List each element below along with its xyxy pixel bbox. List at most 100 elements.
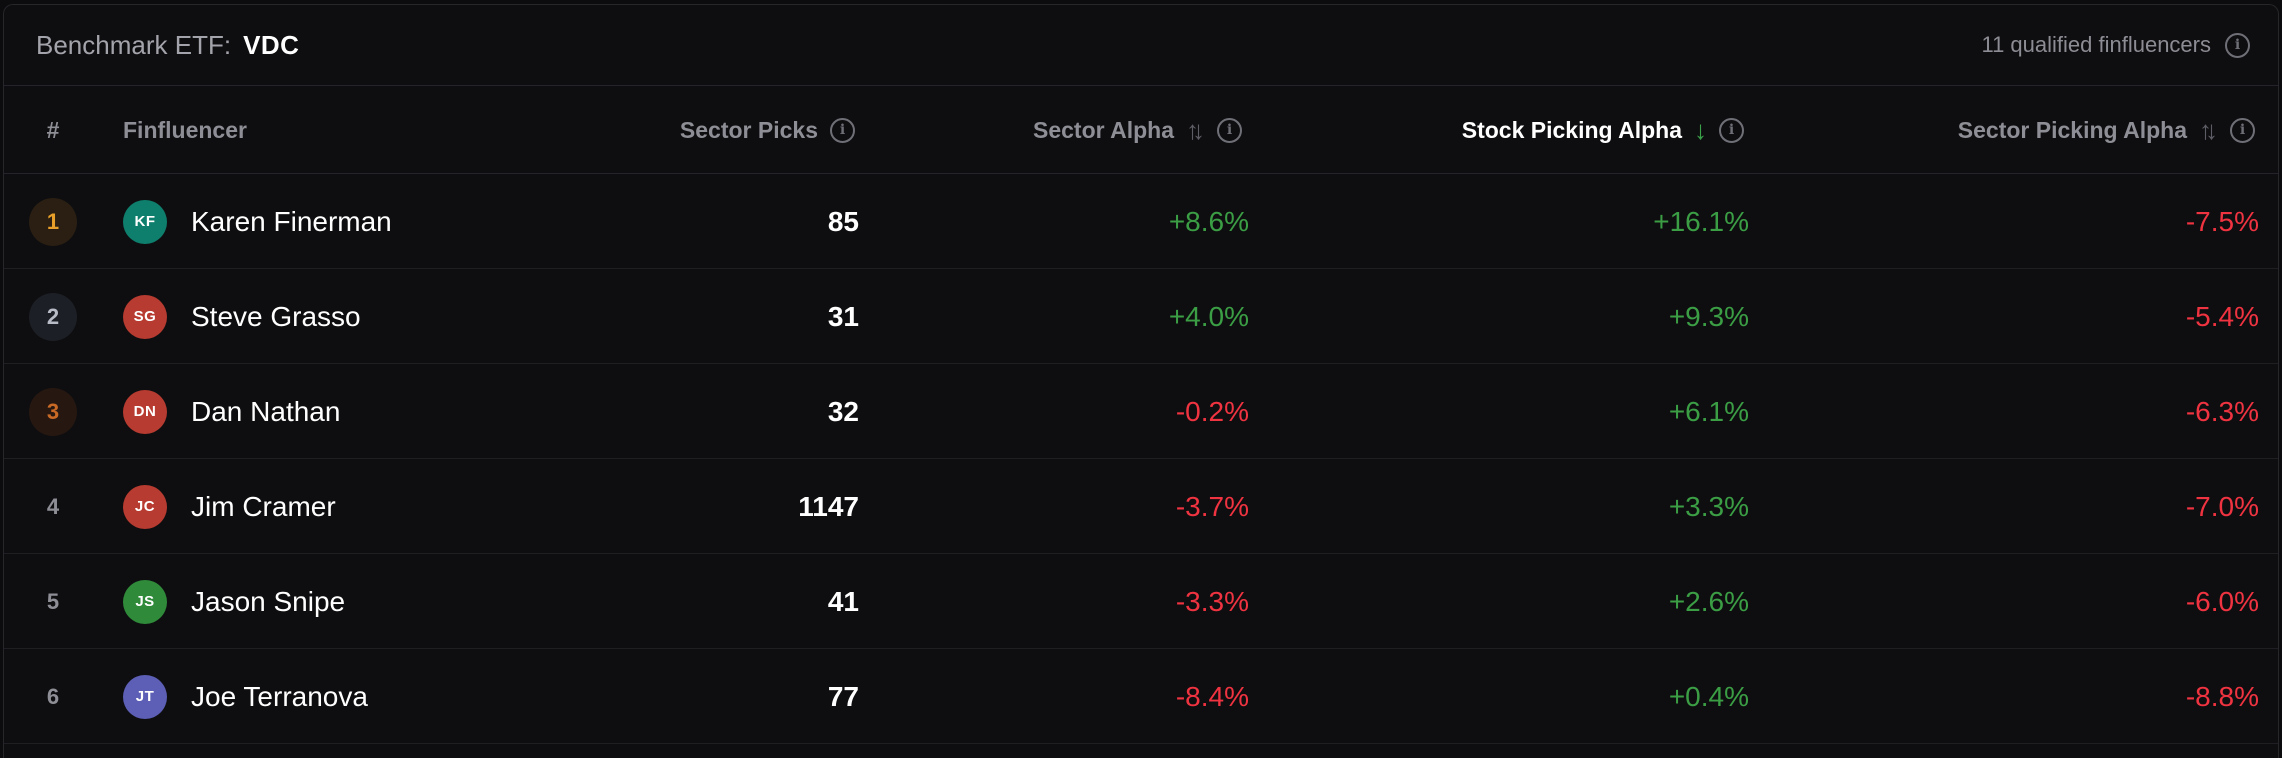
finfluencer-cell[interactable]: JT Joe Terranova [123,649,368,744]
finfluencer-header: Finfluencer [123,86,247,174]
table-row[interactable]: 1 KF Karen Finerman 85 +8.6% +16.1% -7.5… [4,174,2278,269]
stock-picking-alpha-value: +9.3% [1668,300,1749,332]
stock-picking-alpha-value: +0.4% [1668,680,1749,712]
sector-picks-value: 85 [827,205,859,237]
table-row[interactable]: 4 JC Jim Cramer 1147 -3.7% +3.3% -7.0% [4,459,2278,554]
finfluencer-cell[interactable]: JS Jason Snipe [123,554,345,649]
info-icon[interactable]: i [2225,32,2250,58]
info-icon[interactable]: i [1217,117,1242,143]
sector-alpha-value: +8.6% [1168,205,1249,237]
benchmark-value: VDC [243,29,300,60]
table-row[interactable]: 2 SG Steve Grasso 31 +4.0% +9.3% -5.4% [4,269,2278,364]
qualified-count: 11 qualified finfluencers i [1981,32,2250,58]
info-icon[interactable]: i [2230,117,2255,143]
stock-picking-alpha-value: +6.1% [1668,395,1749,427]
avatar: JT [123,674,167,719]
avatar-initials: KF [134,213,156,230]
sector-alpha-cell: +4.0% [904,269,1249,364]
rank-cell: 5 [28,554,78,649]
rank-badge: 6 [29,673,77,721]
stock-picking-alpha-cell: +6.1% [1304,364,1749,459]
table-header: # Finfluencer Sector Picks i Sector Alph… [4,86,2278,174]
sector-alpha-cell: -3.7% [904,459,1249,554]
sector-alpha-value: -8.4% [1175,680,1249,712]
sector-picking-alpha-cell: -6.3% [1804,364,2259,459]
finfluencer-name[interactable]: Joe Terranova [191,680,368,712]
table-body: 1 KF Karen Finerman 85 +8.6% +16.1% -7.5… [4,174,2278,744]
stock-picking-alpha-value: +3.3% [1668,490,1749,522]
rank-number: 1 [46,208,60,234]
avatar-initials: JC [134,498,156,515]
sector-alpha-value: -0.2% [1175,395,1249,427]
stock-picking-alpha-cell: +16.1% [1304,174,1749,269]
stock-picking-alpha-header[interactable]: Stock Picking Alpha ↓ i [1304,86,1744,174]
avatar-initials: SG [133,308,157,325]
sector-picking-alpha-cell: -6.0% [1804,554,2259,649]
avatar: SG [123,294,167,339]
rank-cell: 3 [28,364,78,459]
finfluencer-name[interactable]: Jim Cramer [191,490,336,522]
sector-picking-alpha-cell: -8.8% [1804,649,2259,744]
rank-number: 4 [46,493,60,519]
finfluencer-name[interactable]: Dan Nathan [191,395,341,427]
avatar: DN [123,389,167,434]
qualified-text: 11 qualified finfluencers [1981,32,2211,57]
sector-picking-alpha-value: -6.0% [2185,585,2259,617]
sector-alpha-cell: -3.3% [904,554,1249,649]
stock-picking-alpha-value: +16.1% [1653,205,1749,237]
table-row[interactable]: 5 JS Jason Snipe 41 -3.3% +2.6% -6.0% [4,554,2278,649]
rank-badge: 2 [29,292,77,341]
sector-picks-cell: 31 [564,269,859,364]
stock-picking-alpha-cell: +3.3% [1304,459,1749,554]
stock-picking-alpha-cell: +9.3% [1304,269,1749,364]
benchmark-bar: Benchmark ETF: VDC 11 qualified finfluen… [4,5,2278,86]
finfluencer-name[interactable]: Steve Grasso [191,300,361,332]
info-icon[interactable]: i [830,117,855,143]
rank-badge: 1 [29,197,77,246]
sector-picking-alpha-value: -7.5% [2185,205,2259,237]
stock-picking-alpha-cell: +2.6% [1304,554,1749,649]
stock-picking-alpha-header-label: Stock Picking Alpha [1461,116,1682,143]
sort-updown-icon[interactable]: ↑↓ [1186,114,1205,145]
avatar: JC [123,484,167,529]
finfluencer-cell[interactable]: SG Steve Grasso [123,269,361,364]
finfluencer-name[interactable]: Jason Snipe [191,585,346,617]
stock-picking-alpha-value: +2.6% [1668,585,1749,617]
sector-picks-value: 41 [827,585,859,617]
finfluencer-name[interactable]: Karen Finerman [191,205,392,237]
arrow-down-icon[interactable]: ↓ [1694,114,1707,145]
sector-picks-cell: 41 [564,554,859,649]
sector-picking-alpha-header-label: Sector Picking Alpha [1957,116,2187,143]
sector-alpha-value: +4.0% [1168,300,1249,332]
sector-picks-cell: 32 [564,364,859,459]
avatar: KF [123,199,167,244]
sector-picks-value: 32 [827,395,859,427]
sector-alpha-cell: -0.2% [904,364,1249,459]
sector-alpha-cell: +8.6% [904,174,1249,269]
sector-alpha-header-label: Sector Alpha [1032,116,1174,143]
benchmark-info: Benchmark ETF: VDC [36,30,299,61]
sector-picks-value: 1147 [798,490,859,522]
sector-alpha-header[interactable]: Sector Alpha ↑↓ i [904,86,1242,174]
sector-alpha-value: -3.3% [1175,585,1249,617]
sort-updown-icon[interactable]: ↑↓ [2199,114,2218,145]
finfluencer-cell[interactable]: JC Jim Cramer [123,459,336,554]
table-row[interactable]: 3 DN Dan Nathan 32 -0.2% +6.1% -6.3% [4,364,2278,459]
sector-picking-alpha-value: -7.0% [2185,490,2259,522]
rank-cell: 6 [28,649,78,744]
sector-picking-alpha-value: -8.8% [2185,680,2259,712]
rank-number: 6 [46,683,60,709]
sector-picks-header[interactable]: Sector Picks i [564,86,855,174]
sector-picks-cell: 1147 [564,459,859,554]
info-icon[interactable]: i [1719,117,1744,143]
sector-picks-cell: 85 [564,174,859,269]
sector-picking-alpha-cell: -7.0% [1804,459,2259,554]
rank-number: 3 [46,398,60,424]
rank-header: # [28,86,78,174]
sector-picks-cell: 77 [564,649,859,744]
finfluencer-cell[interactable]: DN Dan Nathan [123,364,340,459]
sector-alpha-cell: -8.4% [904,649,1249,744]
sector-picking-alpha-header[interactable]: Sector Picking Alpha ↑↓ i [1804,86,2255,174]
table-row[interactable]: 6 JT Joe Terranova 77 -8.4% +0.4% -8.8% [4,649,2278,744]
finfluencer-cell[interactable]: KF Karen Finerman [123,174,392,269]
